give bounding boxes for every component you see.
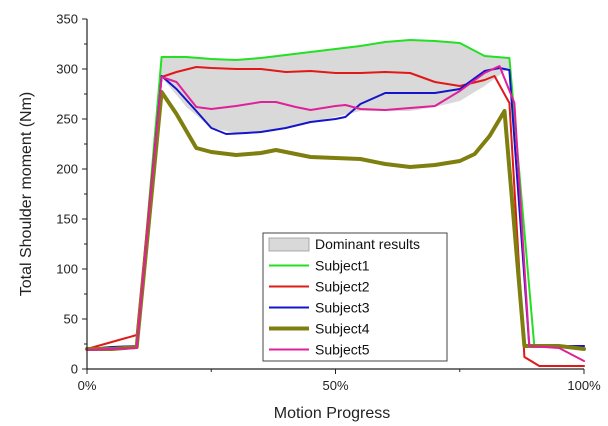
legend-label-2: Subject2	[315, 279, 370, 295]
series-line-1	[86, 39, 585, 350]
legend-label-dominant-results: Dominant results	[315, 236, 420, 252]
y-axis-title: Total Shoulder moment (Nm)	[18, 92, 35, 297]
series-line-5	[86, 65, 585, 362]
legend-label-4: Subject4	[315, 321, 370, 337]
x-tick-label: 0%	[78, 378, 97, 393]
axes: 0 50 100 150 200 250 300 350 0% 50% 100%	[56, 12, 601, 394]
series-line-2	[86, 66, 585, 367]
y-tick-label: 50	[64, 312, 78, 327]
y-tick-label: 200	[56, 162, 78, 177]
y-tick-label: 100	[56, 262, 78, 277]
legend-label-1: Subject1	[315, 258, 370, 274]
legend-box	[262, 232, 448, 362]
x-tick-label: 50%	[322, 378, 348, 393]
legend-label-5: Subject5	[315, 342, 370, 358]
y-tick-label: 0	[71, 362, 78, 377]
legend: Dominant results Subject1 Subject2 Subject3…	[262, 232, 448, 362]
y-tick-label: 150	[56, 212, 78, 227]
series-line-4	[85, 90, 586, 351]
legend-swatch-dominant-results	[268, 237, 310, 252]
y-tick-label: 350	[56, 12, 78, 27]
legend-label-3: Subject3	[315, 300, 370, 316]
y-tick-label: 300	[56, 62, 78, 77]
y-tick-label: 250	[56, 112, 78, 127]
band-dominant-results	[87, 40, 584, 346]
x-tick-label: 100%	[567, 378, 601, 393]
x-axis-title: Motion Progress	[274, 405, 391, 422]
plot-area	[85, 39, 586, 367]
